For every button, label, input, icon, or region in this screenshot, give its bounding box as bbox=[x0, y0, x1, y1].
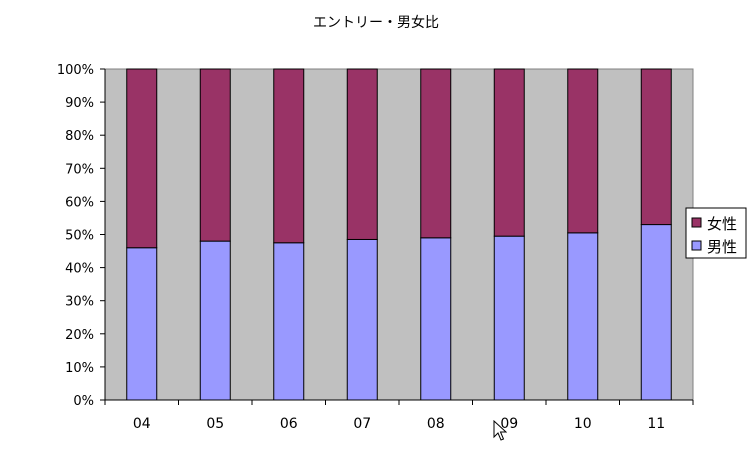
y-tick-label: 50% bbox=[65, 229, 94, 244]
bar-女性 bbox=[420, 68, 452, 239]
x-tick-label: 11 bbox=[647, 416, 665, 432]
bar-男性 bbox=[346, 238, 378, 401]
bar-女性 bbox=[199, 68, 231, 242]
y-tick-label: 70% bbox=[65, 162, 94, 177]
x-tick-label: 05 bbox=[206, 416, 224, 432]
bar-男性 bbox=[640, 224, 672, 401]
y-tick-label: 90% bbox=[65, 96, 94, 111]
y-tick-label: 0% bbox=[73, 394, 94, 409]
x-tick-label: 07 bbox=[353, 416, 371, 432]
legend-swatch bbox=[691, 217, 702, 228]
bar-男性 bbox=[199, 240, 231, 401]
bar-女性 bbox=[273, 68, 305, 244]
y-tick-label: 60% bbox=[65, 195, 94, 210]
y-tick-label: 10% bbox=[65, 361, 94, 376]
x-tick-label: 04 bbox=[133, 416, 151, 432]
bar-男性 bbox=[273, 242, 305, 401]
x-tick-label: 10 bbox=[574, 416, 592, 432]
bar-男性 bbox=[420, 237, 452, 401]
bar-男性 bbox=[493, 235, 525, 401]
y-tick-label: 30% bbox=[65, 295, 94, 310]
chart-title: エントリー・男女比 bbox=[313, 14, 439, 31]
legend-label: 女性 bbox=[707, 215, 737, 233]
y-tick-label: 20% bbox=[65, 328, 94, 343]
plot-area bbox=[104, 68, 694, 401]
y-tick-label: 80% bbox=[65, 129, 94, 144]
bar-男性 bbox=[567, 232, 599, 401]
x-tick-label: 09 bbox=[500, 416, 518, 432]
x-tick-label: 08 bbox=[427, 416, 445, 432]
y-tick-label: 40% bbox=[65, 262, 94, 277]
arrow-cursor-icon bbox=[493, 420, 507, 441]
bar-女性 bbox=[346, 68, 378, 240]
legend-label: 男性 bbox=[707, 238, 737, 256]
legend-swatch bbox=[691, 240, 702, 251]
x-tick-label: 06 bbox=[280, 416, 298, 432]
bar-男性 bbox=[126, 247, 158, 401]
bar-女性 bbox=[567, 68, 599, 234]
y-tick-label: 100% bbox=[57, 63, 94, 78]
bar-女性 bbox=[126, 68, 158, 249]
bar-女性 bbox=[640, 68, 672, 226]
bar-女性 bbox=[493, 68, 525, 237]
